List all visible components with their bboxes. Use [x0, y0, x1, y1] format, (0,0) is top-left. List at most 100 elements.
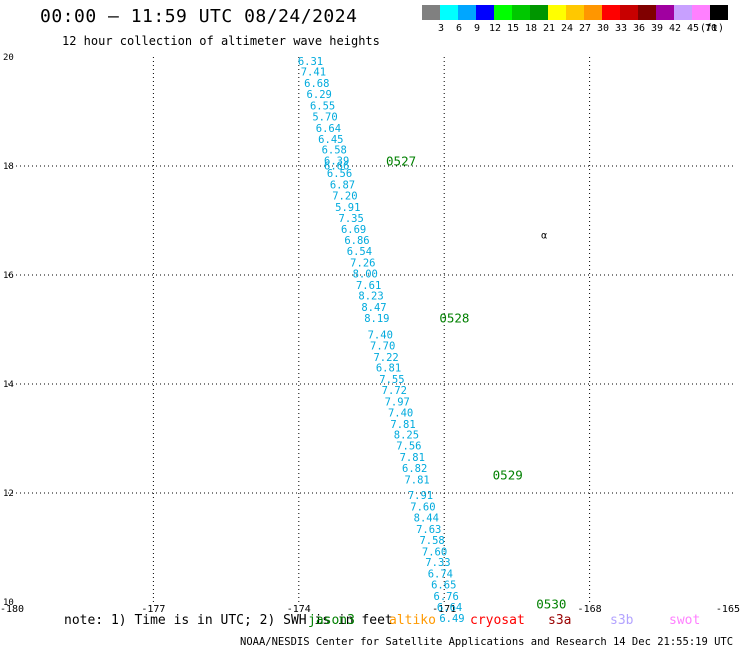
color-scale-label: 15 — [507, 23, 519, 34]
swh-value-label: 6.65 — [431, 580, 456, 592]
x-tick-label: -177 — [141, 604, 165, 615]
x-tick-label: -174 — [287, 604, 311, 615]
x-tick-label: -180 — [0, 604, 24, 615]
swh-value-label: 7.35 — [339, 213, 364, 225]
color-scale-swatch — [692, 5, 710, 20]
y-tick-label: 18 — [3, 162, 14, 172]
color-scale-label: 42 — [669, 23, 681, 34]
satellite-legend-item: altiko — [389, 613, 436, 628]
color-scale-swatch — [674, 5, 692, 20]
color-scale-swatch — [584, 5, 602, 20]
swh-value-label: 6.64 — [437, 602, 462, 614]
swh-value-label: 7.97 — [385, 396, 410, 408]
color-scale-swatch — [638, 5, 656, 20]
color-scale-label: 24 — [561, 23, 573, 34]
color-scale-swatch — [494, 5, 512, 20]
swh-value-label: 7.60 — [422, 546, 447, 558]
chart-title: 00:00 – 11:59 UTC 08/24/2024 — [40, 6, 358, 27]
swh-value-label: 7.91 — [408, 490, 433, 502]
swh-value-label: 7.20 — [332, 190, 357, 202]
swh-value-label: 6.56 — [327, 168, 352, 180]
color-scale-swatch — [458, 5, 476, 20]
swh-value-label: 6.87 — [330, 180, 355, 192]
swh-value-label: 6.58 — [322, 145, 347, 157]
swh-value-label: 8.25 — [394, 430, 419, 442]
swh-value-label: 8.47 — [361, 302, 386, 314]
color-scale-swatch — [656, 5, 674, 20]
swh-value-label: 7.55 — [379, 374, 404, 386]
y-tick-label: 12 — [3, 489, 14, 499]
color-scale-swatch — [422, 5, 440, 20]
pass-time-label: 0529 — [493, 467, 523, 482]
swh-value-label: 6.74 — [428, 569, 453, 581]
pass-time-label: 0528 — [439, 311, 469, 326]
swh-value-label: 7.22 — [373, 352, 398, 364]
credit-line: NOAA/NESDIS Center for Satellite Applica… — [240, 636, 740, 648]
swh-value-label: 7.63 — [416, 524, 441, 536]
color-scale-swatch — [440, 5, 458, 20]
satellite-legend-item: cryosat — [470, 613, 525, 628]
color-scale-swatch — [710, 5, 728, 20]
color-scale-label: 27 — [579, 23, 591, 34]
color-scale-label: 36 — [633, 23, 645, 34]
swh-value-label: 7.56 — [396, 441, 421, 453]
swh-value-label: 6.76 — [434, 591, 459, 603]
color-scale-label: 30 — [597, 23, 609, 34]
color-scale-label: 18 — [525, 23, 537, 34]
swh-value-label: 5.91 — [335, 202, 360, 214]
pass-time-label: 0527 — [386, 154, 416, 169]
color-scale-swatch — [476, 5, 494, 20]
swh-value-label: 6.86 — [344, 235, 369, 247]
swh-value-label: 7.33 — [425, 557, 450, 569]
swh-value-label: 6.81 — [376, 363, 401, 375]
swh-value-label: 6.55 — [310, 101, 335, 113]
swh-value-label: 8.23 — [358, 291, 383, 303]
plot-area: -180 -177 -174 -171 -168 -165 10 12 14 16 18 20 6.31… — [0, 53, 740, 625]
swh-value-label: 7.40 — [388, 407, 413, 419]
color-scale-label: 45 — [687, 23, 699, 34]
swh-value-label: 7.61 — [356, 280, 381, 292]
swh-value-label: 6.39 — [324, 156, 349, 168]
y-tick-label: 10 — [3, 598, 14, 608]
chart-subtitle: 12 hour collection of altimeter wave hei… — [62, 34, 380, 48]
swh-value-label: 7.81 — [404, 474, 429, 486]
swh-value-label: 6.69 — [341, 224, 366, 236]
color-scale-swatch — [620, 5, 638, 20]
color-scale-label: 33 — [615, 23, 627, 34]
swh-value-label: 6.31 — [298, 56, 323, 68]
swh-value-label: 6.29 — [307, 89, 332, 101]
satellite-legend-item: jason3 — [308, 613, 355, 628]
swh-value-label: 7.60 — [410, 502, 435, 514]
satellite-legend-item: swot — [669, 613, 701, 628]
swh-value-label: 6.82 — [402, 463, 427, 475]
swh-value-label: 7.81 — [390, 419, 415, 431]
swh-value-label: 7.81 — [400, 452, 425, 464]
color-scale-label: 6 — [456, 23, 462, 34]
swh-value-label: 7.58 — [419, 535, 444, 547]
swh-value-label: 6.66 — [324, 160, 349, 172]
swh-value-label: 6.54 — [347, 246, 372, 258]
swh-value-label: 7.72 — [382, 385, 407, 397]
color-scale-swatch — [530, 5, 548, 20]
color-scale-unit: (ft) — [700, 23, 724, 34]
color-scale-label: 70 — [705, 23, 717, 34]
satellite-legend-item: s3b — [610, 613, 634, 628]
swh-value-label: 8.00 — [353, 268, 378, 280]
color-scale-label: 39 — [651, 23, 663, 34]
color-scale-swatch — [566, 5, 584, 20]
swh-value-label: 8.19 — [364, 313, 389, 325]
swh-value-label: 6.49 — [439, 613, 464, 625]
map-marker-glyph: α — [541, 231, 547, 242]
swh-value-label: 7.40 — [368, 329, 393, 341]
swh-value-label: 6.45 — [318, 134, 343, 146]
color-scale-legend: 3 6 9 12 15 18 21 24 27 30 33 36 39 42 45 70(ft) — [422, 5, 728, 34]
swh-value-label: 7.70 — [370, 340, 395, 352]
y-tick-label: 20 — [3, 53, 14, 63]
color-scale-label: 21 — [543, 23, 555, 34]
swh-value-label: 8.44 — [414, 513, 439, 525]
color-scale-label: 12 — [489, 23, 501, 34]
color-scale-swatch — [602, 5, 620, 20]
x-tick-label: -171 — [432, 604, 456, 615]
swh-value-label: 6.68 — [304, 78, 329, 90]
x-tick-label: -168 — [578, 604, 602, 615]
